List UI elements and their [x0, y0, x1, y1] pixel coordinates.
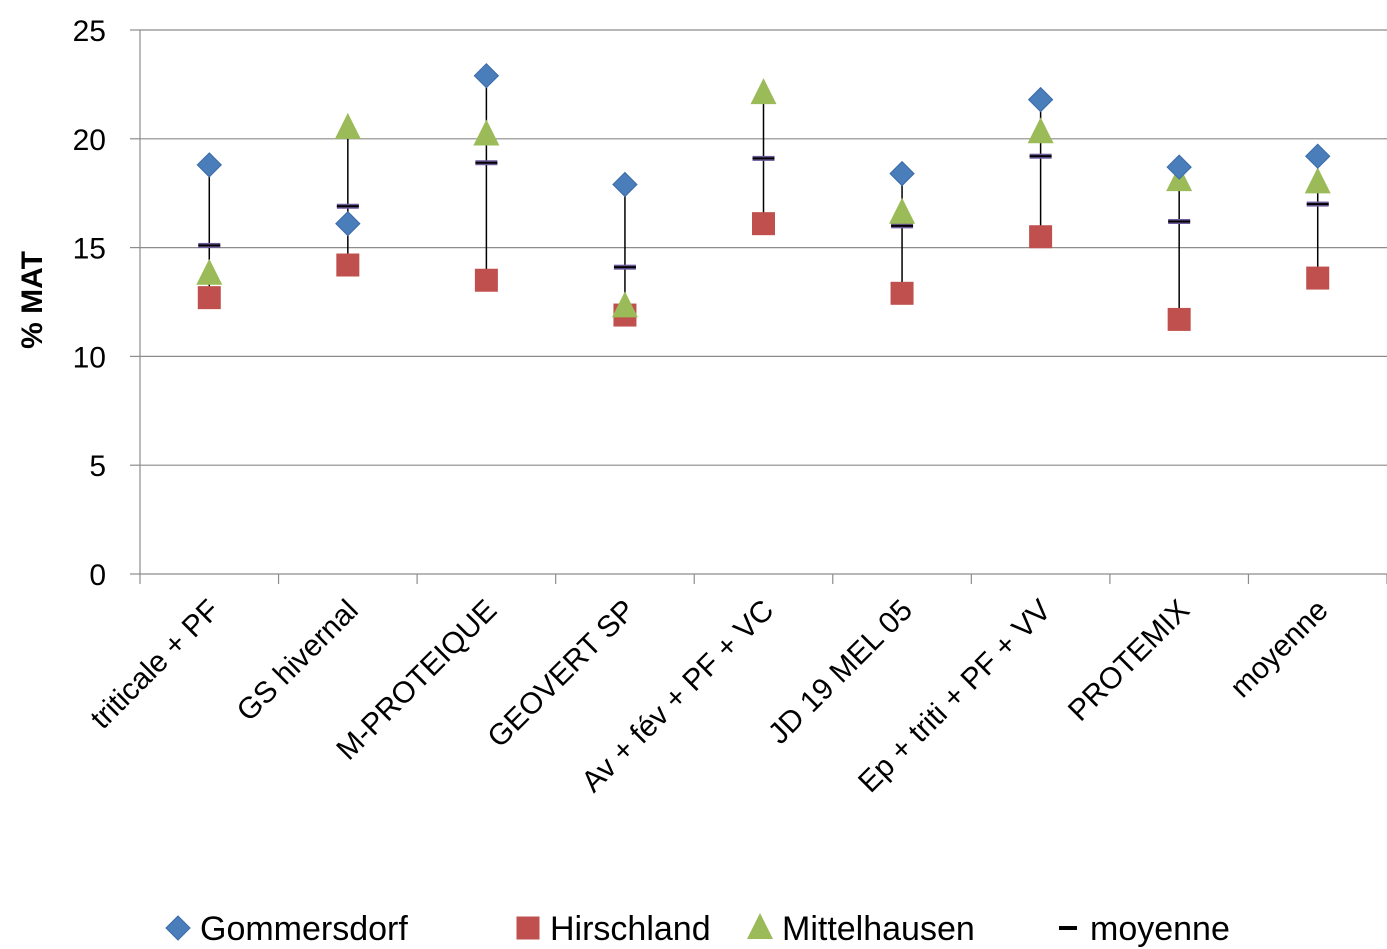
point-mittelhausen — [1027, 117, 1054, 144]
point-mittelhausen — [334, 112, 361, 139]
point-hirschland — [197, 286, 221, 310]
point-gommersdorf — [1166, 154, 1192, 180]
legend-label: Mittelhausen — [782, 910, 975, 948]
x-axis — [139, 30, 1387, 584]
point-gommersdorf — [1027, 86, 1054, 113]
y-tick-label: 25 — [73, 15, 106, 48]
legend-marker-square — [516, 916, 540, 940]
point-hirschland — [336, 253, 360, 277]
point-hirschland — [1029, 225, 1053, 249]
point-moyenne — [1168, 218, 1191, 224]
point-moyenne — [198, 242, 221, 248]
point-mittelhausen — [196, 258, 223, 285]
point-gommersdorf — [1305, 143, 1331, 169]
point-mittelhausen — [473, 119, 500, 146]
dash-core — [1168, 220, 1191, 223]
range-lines — [208, 75, 1319, 320]
legend-marker-triangle — [747, 913, 773, 939]
category-label: PROTEMIX — [1062, 594, 1196, 728]
y-tick-label: 0 — [89, 559, 106, 592]
point-gommersdorf — [196, 152, 222, 178]
dash-core — [752, 157, 775, 160]
category-labels: triticale + PF GS hivernalM-PROTEIQUEGEOV… — [84, 594, 1334, 799]
legend-label: Hirschland — [550, 910, 711, 948]
point-mittelhausen — [889, 197, 916, 224]
point-gommersdorf — [612, 171, 638, 198]
point-moyenne — [1029, 153, 1052, 159]
point-moyenne — [752, 155, 775, 161]
y-tick-label: 20 — [73, 124, 106, 157]
point-moyenne — [613, 264, 636, 270]
y-tick-label: 15 — [73, 233, 106, 266]
point-hirschland — [890, 281, 914, 305]
point-moyenne — [336, 203, 359, 209]
point-gommersdorf — [889, 160, 915, 187]
dash-core — [198, 244, 221, 247]
point-hirschland — [1306, 266, 1330, 290]
point-mittelhausen — [611, 291, 638, 318]
point-moyenne — [1306, 201, 1329, 207]
point-hirschland — [474, 268, 498, 292]
legend-marker-dash — [1059, 926, 1077, 930]
legend-label: moyenne — [1090, 910, 1230, 948]
dash-core — [891, 224, 914, 227]
dash-core — [613, 266, 636, 269]
category-label: moyenne — [1224, 594, 1335, 705]
legend-marker-diamond — [165, 915, 191, 941]
dash-core — [1306, 203, 1329, 206]
point-moyenne — [891, 223, 914, 229]
y-tick-label: 5 — [89, 450, 106, 483]
dash-core — [336, 205, 359, 208]
point-mittelhausen — [750, 78, 777, 105]
y-tick-label: 10 — [73, 341, 106, 374]
category-label: GS hivernal — [231, 594, 365, 728]
point-moyenne — [475, 160, 498, 166]
y-axis-ticks: 0 5 10 15 20 25 — [73, 15, 140, 592]
legend: Gommersdorf Hirschland Mittelhausen moyenne — [165, 910, 1230, 948]
point-gommersdorf — [335, 210, 361, 237]
category-label: JD 19 MEL 05 — [762, 594, 919, 751]
point-mittelhausen — [1304, 167, 1331, 194]
point-hirschland — [1167, 307, 1191, 331]
dash-core — [1029, 155, 1052, 158]
category-label: GEOVERT SP — [481, 594, 641, 754]
point-gommersdorf — [473, 62, 500, 89]
data-points — [196, 62, 1331, 331]
legend-label: Gommersdorf — [200, 910, 408, 948]
category-label: triticale + PF — [84, 594, 226, 736]
dash-core — [475, 161, 498, 164]
y-axis-label: % MAT — [16, 251, 49, 349]
point-hirschland — [752, 212, 775, 236]
